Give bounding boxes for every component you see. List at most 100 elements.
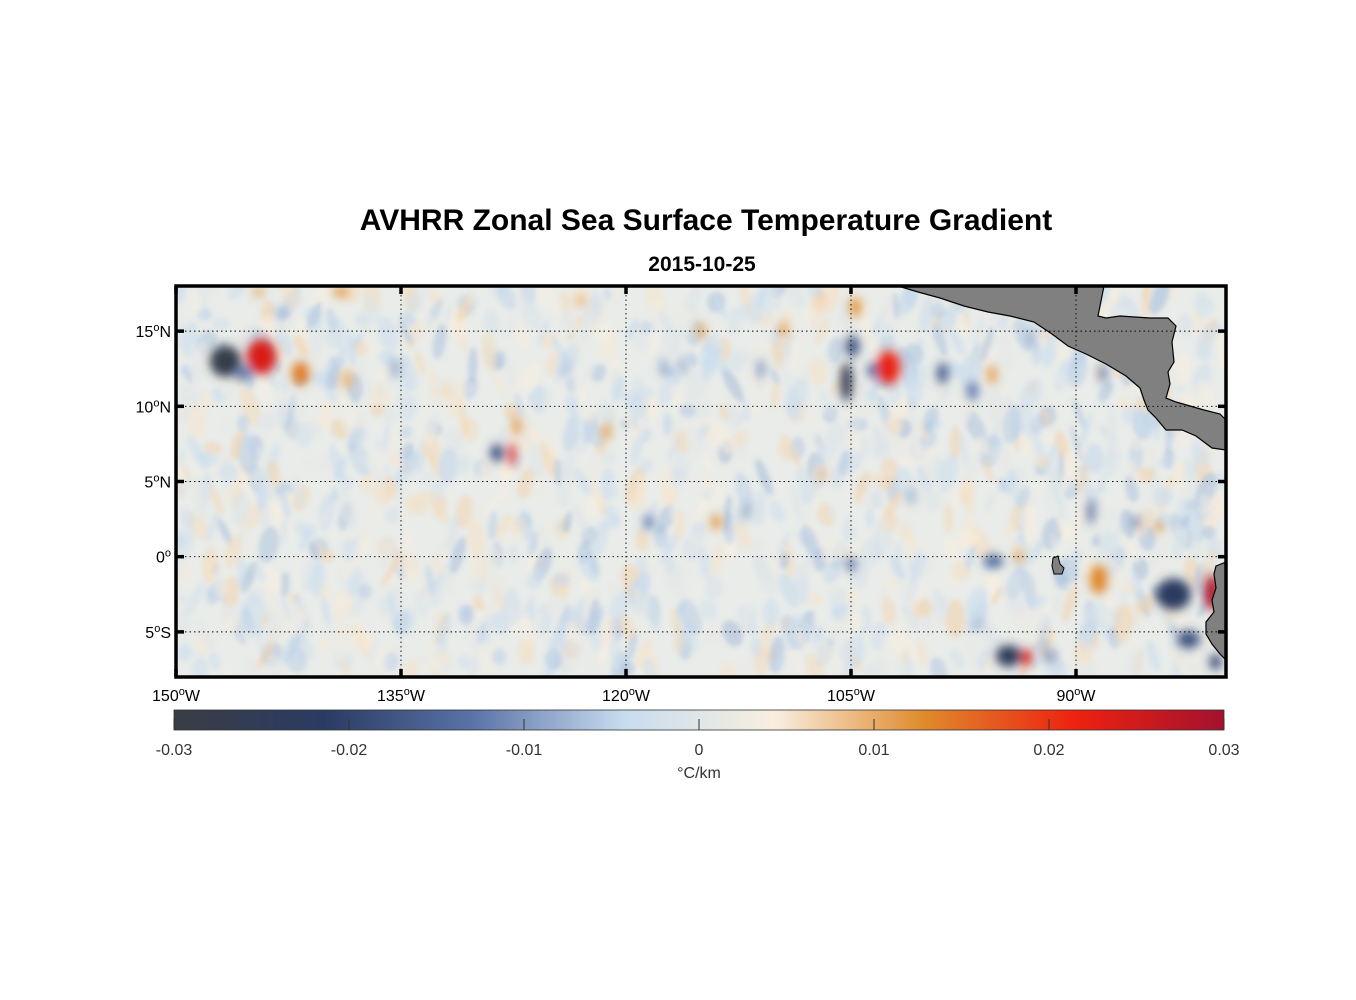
sst-noise-patch: [723, 494, 732, 533]
positive-gradient-patch: [1089, 564, 1108, 594]
sst-noise-patch: [885, 378, 903, 406]
negative-gradient-patch: [276, 307, 286, 319]
sst-noise-patch: [1180, 514, 1191, 529]
sst-noise-patch: [272, 398, 291, 427]
sst-noise-patch: [325, 308, 338, 332]
sst-noise-patch: [278, 487, 291, 518]
sst-noise-patch: [432, 323, 447, 360]
positive-gradient-patch: [987, 364, 997, 385]
sst-noise-patch: [1173, 460, 1186, 489]
sst-noise-patch: [188, 291, 203, 315]
sst-noise-patch: [778, 531, 791, 556]
sst-noise-patch: [1127, 650, 1145, 677]
sst-noise-patch: [743, 400, 751, 421]
sst-noise-patch: [237, 317, 247, 334]
sst-noise-patch: [453, 455, 471, 475]
sst-noise-patch: [632, 327, 647, 352]
sst-noise-patch: [397, 354, 418, 392]
sst-noise-patch: [1028, 537, 1046, 563]
negative-gradient-patch: [867, 362, 877, 379]
sst-noise-patch: [945, 599, 966, 638]
sst-noise-patch: [1157, 454, 1175, 469]
sst-noise-patch: [845, 427, 861, 455]
sst-noise-patch: [547, 635, 557, 675]
sst-noise-patch: [253, 467, 272, 497]
negative-gradient-patch: [209, 345, 242, 377]
sst-noise-patch: [1074, 641, 1093, 665]
sst-noise-patch: [279, 510, 289, 545]
sst-noise-patch: [479, 458, 494, 483]
sst-noise-patch: [501, 531, 513, 551]
sst-noise-patch: [476, 623, 488, 645]
negative-gradient-patch: [1176, 630, 1201, 649]
sst-noise-patch: [584, 362, 596, 384]
latitude-labels: 15oN 10oN 5oN 0o 5oS: [136, 322, 171, 642]
sst-noise-patch: [1105, 434, 1116, 468]
sst-noise-patch: [1031, 342, 1042, 365]
sst-noise-patch: [205, 510, 220, 543]
sst-noise-patch: [901, 369, 923, 403]
sst-noise-patch: [329, 446, 346, 483]
map-title: AVHRR Zonal Sea Surface Temperature Grad…: [359, 204, 1053, 237]
sst-noise-patch: [306, 301, 323, 331]
sst-noise-patch: [814, 291, 830, 307]
sst-noise-patch: [321, 594, 331, 627]
sst-noise-patch: [672, 304, 694, 334]
sst-noise-patch: [716, 359, 727, 373]
sst-noise-patch: [241, 561, 258, 594]
sst-noise-patch: [203, 441, 223, 456]
sst-noise-patch: [379, 350, 397, 366]
negative-gradient-patch: [391, 358, 399, 379]
sst-noise-patch: [808, 357, 828, 386]
negative-gradient-patch: [1087, 498, 1095, 525]
negative-gradient-patch: [659, 357, 668, 377]
sst-noise-patch: [196, 619, 215, 651]
sst-noise-patch: [546, 593, 567, 618]
sst-anomaly-layer: [209, 287, 1222, 670]
sst-noise-patch: [807, 592, 824, 606]
sst-noise-patch: [699, 599, 718, 621]
sst-noise-patch: [629, 393, 648, 420]
positive-gradient-patch: [816, 467, 826, 481]
sst-noise-patch: [1002, 404, 1022, 444]
sst-noise-patch: [721, 620, 744, 647]
sst-noise-patch: [878, 293, 894, 325]
sst-noise-patch: [657, 308, 674, 337]
sst-noise-patch: [462, 376, 479, 400]
sst-noise-patch: [358, 583, 373, 599]
sst-noise-patch: [741, 661, 758, 677]
sst-noise-patch: [930, 303, 945, 319]
sst-noise-patch: [473, 594, 485, 612]
sst-noise-patch: [733, 519, 753, 551]
sst-noise-patch: [1045, 433, 1056, 447]
colorbar-tick-label: 0: [695, 742, 704, 759]
sst-noise-patch: [224, 534, 242, 569]
sst-noise-patch: [363, 325, 378, 365]
sst-noise-patch: [792, 561, 813, 578]
sst-noise-patch: [814, 639, 836, 668]
sst-noise-patch: [912, 550, 925, 567]
negative-gradient-patch: [643, 514, 654, 530]
map-subtitle: 2015-10-25: [648, 253, 756, 276]
sst-noise-patch: [873, 519, 891, 551]
sst-noise-patch: [929, 657, 948, 677]
sst-noise-patch: [892, 292, 900, 320]
sst-noise-patch: [871, 434, 884, 454]
sst-noise-patch: [1190, 660, 1207, 677]
sst-noise-patch: [669, 450, 690, 490]
sst-noise-patch: [658, 370, 680, 406]
sst-noise-patch: [642, 658, 657, 677]
sst-noise-patch: [557, 480, 570, 507]
sst-noise-patch: [448, 382, 467, 417]
sst-noise-patch: [424, 421, 438, 444]
sst-noise-patch: [860, 537, 881, 568]
negative-gradient-patch: [679, 355, 687, 376]
sst-noise-patch: [377, 366, 392, 386]
sst-noise-patch: [955, 312, 968, 333]
central-america-land: [897, 286, 1226, 451]
sst-noise-patch: [180, 508, 195, 528]
negative-gradient-patch: [562, 358, 570, 379]
sst-noise-patch: [458, 655, 472, 669]
sst-noise-patch: [460, 604, 475, 625]
